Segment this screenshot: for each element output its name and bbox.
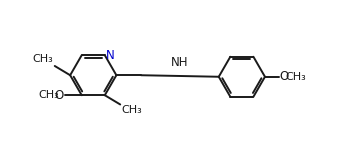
Text: CH₃: CH₃ (39, 90, 59, 100)
Text: O: O (280, 70, 289, 83)
Text: CH₃: CH₃ (122, 105, 142, 115)
Text: N: N (106, 49, 115, 62)
Text: CH₃: CH₃ (32, 54, 53, 64)
Text: NH: NH (171, 56, 188, 69)
Text: O: O (55, 89, 64, 102)
Text: CH₃: CH₃ (286, 72, 307, 82)
